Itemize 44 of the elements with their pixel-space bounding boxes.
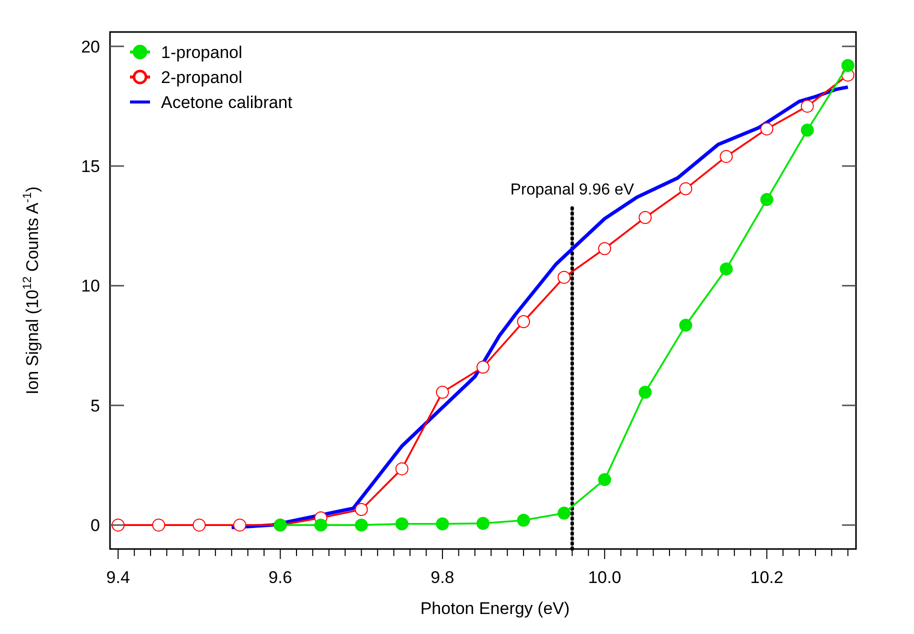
point — [476, 360, 490, 374]
point — [760, 193, 774, 206]
x-tick-label: 9.6 — [268, 568, 292, 587]
legend-label: 1-propanol — [161, 43, 242, 62]
point — [760, 122, 774, 136]
point — [841, 59, 854, 72]
point — [395, 517, 408, 530]
point — [314, 518, 328, 532]
point — [558, 506, 571, 520]
ref-line-label: Propanal 9.96 eV — [510, 182, 634, 199]
point — [558, 270, 571, 284]
x-tick-label: 9.8 — [430, 568, 454, 587]
point — [436, 517, 449, 530]
point — [152, 518, 166, 532]
point — [395, 462, 408, 476]
y-tick-label: 0 — [90, 516, 100, 536]
point — [638, 211, 652, 224]
point — [679, 318, 692, 332]
y-tick-label: 5 — [90, 396, 100, 416]
point — [476, 516, 490, 530]
x-tick-label: 10.2 — [750, 568, 784, 587]
point — [354, 518, 368, 532]
point — [720, 150, 733, 163]
point — [598, 242, 612, 256]
point — [598, 473, 612, 486]
point — [638, 386, 652, 399]
y-tick-label: 15 — [81, 157, 100, 176]
point — [233, 518, 246, 532]
point — [679, 182, 692, 196]
y-tick-label: 10 — [81, 276, 100, 296]
point — [517, 315, 530, 328]
point — [436, 386, 449, 399]
point — [354, 503, 368, 516]
legend-label: Acetone calibrant — [161, 93, 293, 112]
point — [192, 518, 206, 532]
x-tick-label: 9.4 — [106, 568, 130, 587]
y-tick-label: 20 — [81, 37, 100, 56]
point — [720, 262, 733, 276]
point — [800, 124, 814, 137]
point — [800, 100, 814, 113]
x-tick-label: 10.0 — [588, 568, 622, 587]
x-axis-title: Photon Energy (eV) — [420, 599, 570, 618]
point — [517, 514, 530, 527]
legend-label: 2-propanol — [161, 68, 242, 87]
